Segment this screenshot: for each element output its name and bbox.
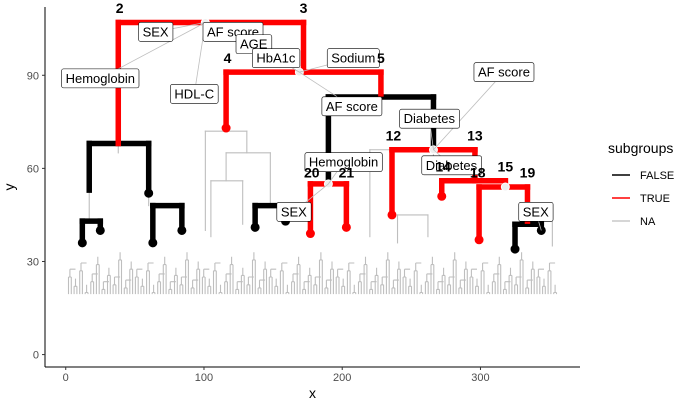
node-number-label: 12 xyxy=(386,127,402,143)
annotation-text: SEX xyxy=(143,24,169,39)
node-labels: 2 3 4 5 12 13 14 15 18 19 20 21 xyxy=(116,0,536,180)
legend-items: FALSE TRUE NA xyxy=(612,170,674,228)
node-number-label: 21 xyxy=(339,165,355,181)
split-point xyxy=(341,222,351,232)
annotation-connector xyxy=(433,71,505,151)
annotation-text: Hemoglobin xyxy=(66,71,135,86)
axes: 0 100 200 300 0 30 60 90 x y xyxy=(1,7,580,401)
y-tick-label: 0 xyxy=(33,350,39,362)
leaf-fringe xyxy=(67,252,558,295)
split-point xyxy=(437,191,447,201)
split-point xyxy=(144,188,154,198)
legend-label: TRUE xyxy=(640,193,670,205)
leaf-branches xyxy=(67,252,558,295)
legend: subgroups FALSE TRUE NA xyxy=(608,140,674,228)
node-number-label: 5 xyxy=(377,50,385,66)
node-number-label: 4 xyxy=(224,50,232,66)
node-number-label: 15 xyxy=(498,158,514,174)
annotation-box xyxy=(304,152,383,172)
node-number-label: 14 xyxy=(435,158,451,174)
split-points xyxy=(77,18,546,254)
annotation-label: SEX xyxy=(518,202,554,222)
node-number-label: 19 xyxy=(520,165,536,181)
legend-title: subgroups xyxy=(608,140,673,156)
split-point xyxy=(77,238,87,248)
annotation-text: Sodium xyxy=(331,51,375,66)
annotation-box xyxy=(473,62,535,82)
annotation-box xyxy=(326,48,380,69)
annotation-text: Diabetes xyxy=(426,158,478,173)
annotation-box xyxy=(321,96,383,117)
y-tick-label: 90 xyxy=(27,70,39,82)
split-point xyxy=(250,222,260,232)
y-tick-label: 60 xyxy=(27,163,39,175)
split-point xyxy=(510,244,520,254)
split-point xyxy=(148,238,158,248)
x-tick-label: 100 xyxy=(195,372,213,384)
annotation-label: Hemoglobin xyxy=(304,152,383,172)
annotation-box xyxy=(138,22,174,42)
annotation-text: SEX xyxy=(523,204,549,219)
node-number-label: 2 xyxy=(116,0,124,16)
split-point xyxy=(387,210,397,220)
split-point xyxy=(95,225,105,235)
annotation-box xyxy=(170,84,219,104)
y-axis-ticks: 0 30 60 90 xyxy=(27,70,45,362)
annotation-label: SEX xyxy=(276,202,312,222)
annotation-label: Sodium xyxy=(326,48,380,69)
annotation-label: Diabetes xyxy=(421,155,482,176)
annotation-label: Hemoglobin xyxy=(61,68,140,89)
x-tick-label: 300 xyxy=(471,372,489,384)
x-axis-ticks: 0 100 200 300 xyxy=(63,367,490,384)
split-point xyxy=(500,182,510,192)
split-point xyxy=(177,225,187,235)
annotation-label: AF score xyxy=(321,96,383,117)
annotation-label: SEX xyxy=(138,22,174,42)
annotation-label: AF score xyxy=(473,62,535,82)
annotation-box xyxy=(61,68,140,89)
annotation-text: HbA1c xyxy=(256,51,296,66)
x-axis-title: x xyxy=(309,385,316,401)
annotation-box xyxy=(518,202,554,222)
split-point xyxy=(305,229,315,239)
node-number-label: 20 xyxy=(304,165,320,181)
annotation-box xyxy=(399,108,460,129)
y-axis-title: y xyxy=(1,184,17,191)
annotation-text: AGE xyxy=(240,37,268,52)
node-number-label: 13 xyxy=(467,127,483,143)
annotation-text: SEX xyxy=(281,204,307,219)
legend-label: NA xyxy=(640,216,656,228)
annotation-label: HDL-C xyxy=(170,84,219,104)
node-number-label: 3 xyxy=(300,0,308,16)
split-point xyxy=(474,235,484,245)
annotation-box xyxy=(421,155,482,176)
annotation-text: HDL-C xyxy=(174,86,214,101)
annotation-text: AF score xyxy=(478,65,530,80)
annotation-box xyxy=(252,48,301,69)
legend-label: FALSE xyxy=(640,170,674,182)
annotation-text: Hemoglobin xyxy=(309,155,378,170)
node-number-label: 18 xyxy=(470,165,486,181)
annotation-text: Diabetes xyxy=(404,111,456,126)
x-tick-label: 0 xyxy=(63,372,69,384)
annotation-box xyxy=(276,202,312,222)
annotation-text: AF score xyxy=(326,99,378,114)
annotation-label: Diabetes xyxy=(399,108,460,129)
x-tick-label: 200 xyxy=(333,372,351,384)
y-tick-label: 30 xyxy=(27,256,39,268)
annotation-label: HbA1c xyxy=(252,48,301,69)
split-point xyxy=(221,123,231,133)
